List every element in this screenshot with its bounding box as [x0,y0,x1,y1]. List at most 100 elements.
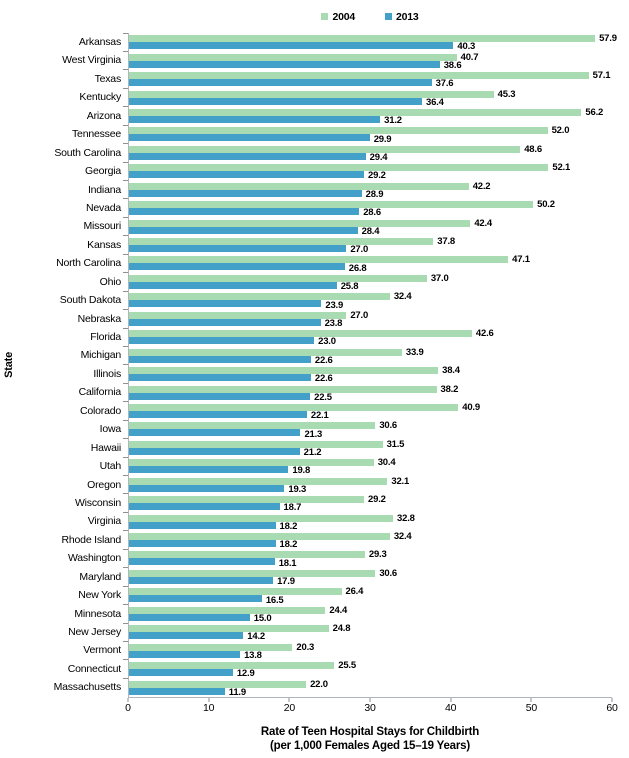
value-label-2013: 23.0 [318,336,336,348]
value-label-2004: 45.3 [497,88,516,100]
x-axis-tick-label: 0 [125,701,131,714]
bar-2004 [129,477,388,485]
value-label-2013: 22.6 [314,373,333,385]
state-row: Florida 42.6 23.0 [18,327,612,348]
bar-2004 [129,90,494,98]
value-label-2013: 38.6 [443,59,462,71]
chart-legend: 2004 2013 [128,0,612,33]
value-label-2004: 26.4 [345,586,364,598]
bar-2013 [129,79,432,87]
value-label-2013: 28.6 [363,207,381,219]
value-label-2004: 27.0 [350,309,369,321]
value-label-2013: 26.8 [348,262,367,274]
state-label: Colorado [79,404,121,417]
bar-2004 [129,440,383,448]
state-label: Connecticut [67,662,121,675]
legend-swatch-2004-icon [321,13,329,20]
value-label-2013: 19.8 [292,465,311,477]
plot-area: Arkansas 57.9 40.3 West Virginia 40.7 38… [18,32,629,753]
x-axis-tick [369,697,371,702]
state-row: New York 26.4 16.5 [18,585,612,605]
state-row: Ohio 37.0 25.8 [18,272,612,291]
state-row: Connecticut 25.5 12.9 [18,659,612,680]
bar-2013 [129,484,285,492]
state-bars: 32.4 18.2 [123,530,612,551]
value-label-2013: 18.2 [279,539,298,551]
state-bars: 38.4 22.6 [123,364,612,385]
bar-2013 [129,189,362,197]
value-label-2013: 21.2 [303,447,322,459]
state-row: Arizona 56.2 31.2 [18,106,612,125]
bar-2013 [129,613,250,621]
bar-2013 [129,355,311,363]
bar-2013 [129,300,322,308]
state-bars: 26.4 16.5 [123,585,612,605]
bar-2004 [129,35,596,43]
state-row: Rhode Island 32.4 18.2 [18,530,612,551]
bar-2013 [129,540,276,547]
state-bars: 30.4 19.8 [123,456,612,477]
state-row: Nevada 50.2 28.6 [18,198,612,219]
legend-label-2013: 2013 [396,10,419,23]
value-label-2013: 37.6 [435,78,454,90]
value-label-2004: 29.2 [368,494,386,506]
value-label-2004: 30.4 [377,457,396,469]
plot-rows: Arkansas 57.9 40.3 West Virginia 40.7 38… [18,32,629,697]
bar-2004 [129,625,329,633]
state-bars: 56.2 31.2 [123,106,612,125]
state-label: Kentucky [79,91,121,104]
bar-2013 [129,337,315,345]
x-axis-tick [530,697,532,702]
state-bars: 52.0 29.9 [123,124,612,144]
state-bars: 33.9 22.6 [123,345,612,365]
x-axis-tick-label: 20 [283,701,295,714]
bar-2013 [129,392,311,400]
state-label: Wisconsin [74,496,121,509]
state-row: Hawaii 31.5 21.2 [18,438,612,459]
value-label-2004: 42.2 [472,180,491,192]
value-label-2004: 38.2 [440,383,459,395]
bar-2013 [129,318,321,326]
value-label-2004: 20.3 [296,641,315,653]
value-label-2004: 29.3 [368,549,387,561]
x-axis: 0 10 20 30 40 50 60 [125,696,618,716]
state-row: Missouri 42.4 28.4 [18,216,612,236]
state-row: California 38.2 22.5 [18,382,612,402]
x-axis-tick [450,697,452,702]
state-bars: 45.3 36.4 [123,87,612,107]
bar-2004 [129,514,394,522]
value-label-2013: 12.9 [236,668,255,680]
value-label-2004: 52.1 [552,162,571,174]
state-bars: 25.5 12.9 [123,659,612,680]
state-bars: 22.0 11.9 [123,677,612,697]
value-label-2004: 31.5 [386,438,405,450]
value-label-2004: 38.4 [442,365,460,377]
value-label-2004: 32.8 [397,512,415,524]
value-label-2013: 18.2 [279,520,298,532]
state-label: Nevada [86,201,121,214]
bar-2004 [129,256,509,264]
x-axis-title: Rate of Teen Hospital Stays for Childbir… [128,725,612,753]
state-row: Oregon 32.1 19.3 [18,474,612,494]
value-label-2013: 23.9 [325,299,344,311]
state-label: Vermont [83,644,121,657]
state-label: Massachusetts [53,681,122,694]
value-label-2004: 32.4 [393,291,412,303]
bar-2013 [129,134,370,142]
value-label-2013: 14.2 [247,631,265,643]
state-row: South Carolina 48.6 29.4 [18,143,612,162]
bar-2013 [129,632,244,640]
state-row: West Virginia 40.7 38.6 [18,50,612,71]
state-row: Utah 30.4 19.8 [18,456,612,477]
state-bars: 37.8 27.0 [123,235,612,254]
bar-2004 [129,108,582,116]
bar-2004 [129,238,434,245]
x-axis-tick-label: 40 [445,701,457,714]
value-label-2004: 22.0 [310,678,328,690]
bar-2013 [129,595,262,603]
state-label: Minnesota [74,607,121,620]
state-label: Oregon [87,478,121,491]
bar-2013 [129,263,345,271]
legend-item-2004: 2004 [321,11,355,23]
state-label: South Dakota [59,294,121,307]
